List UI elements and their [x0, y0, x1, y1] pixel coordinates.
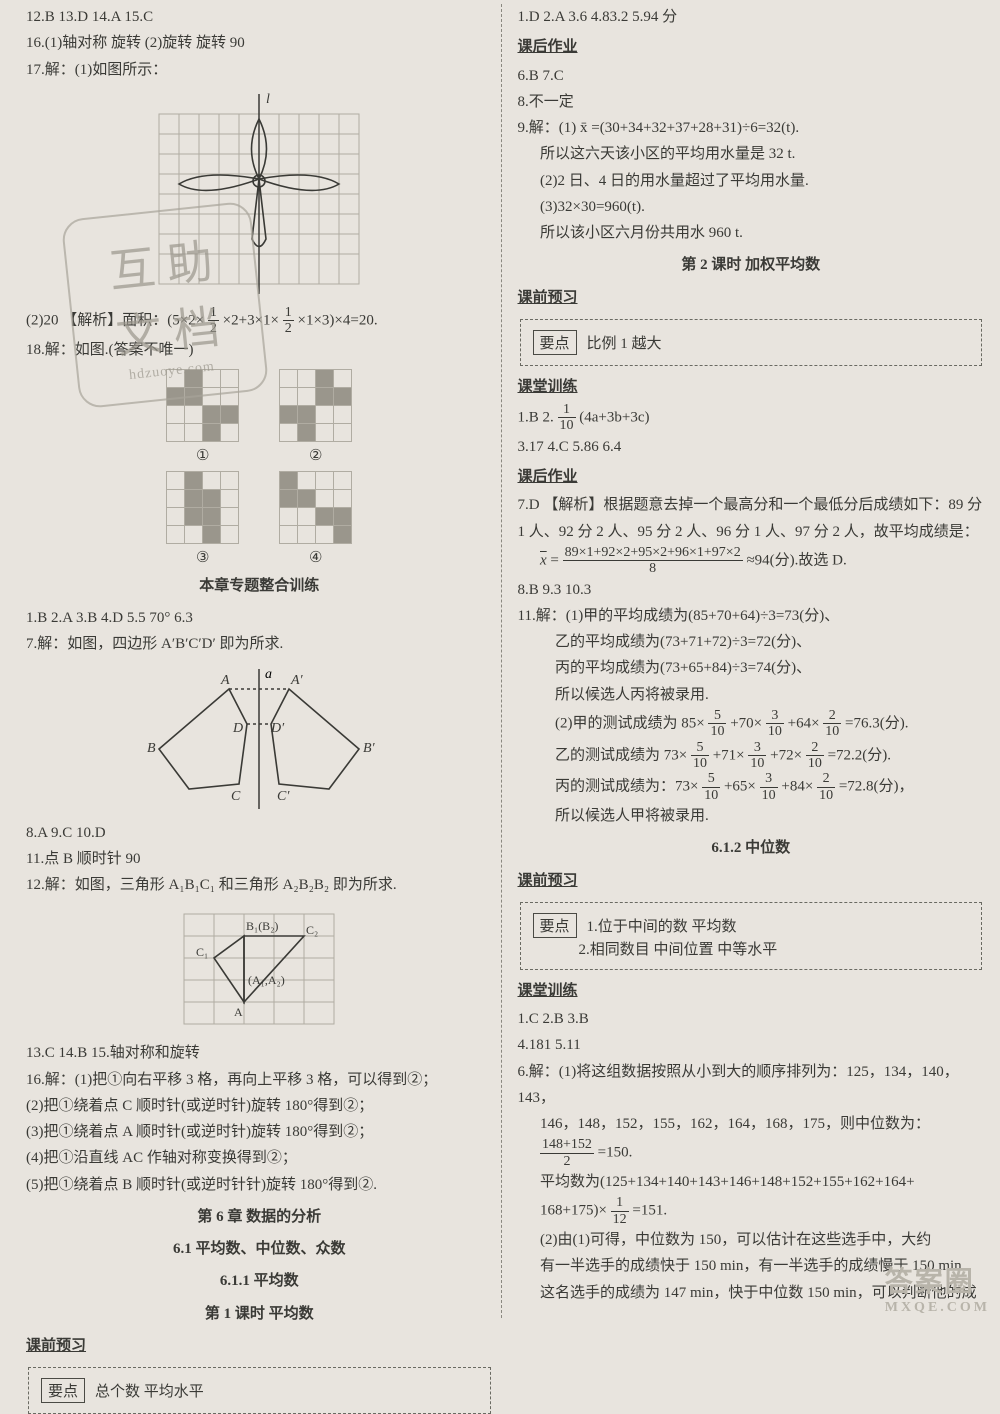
rb11a: 11.解：(1)甲的平均成绩为(85+70+64)÷3=73(分)、 — [518, 603, 985, 629]
r-top: 1.D 2.A 3.6 4.83.2 5.94 分 — [518, 4, 985, 30]
line-16: 16.(1)轴对称 旋转 (2)旋转 旋转 90 — [26, 30, 493, 56]
rb1: 1.B 2. 110 (4a+3b+3c) — [518, 402, 985, 434]
line-16-2a: 16.解：(1)把①向右平移 3 格，再向上平移 3 格，可以得到②； — [26, 1067, 493, 1093]
svg-text:B: B — [147, 741, 156, 756]
svg-text:A: A — [234, 1005, 243, 1019]
line-16-2e: (5)把①绕着点 B 顺时针(或逆时针针)旋转 180°得到②. — [26, 1172, 493, 1198]
r6: 6.B 7.C — [518, 63, 985, 89]
figure-7: a A A′ B B′ C C′ D D′ — [129, 664, 389, 814]
rb11f: 乙的测试成绩为 73× 510 +71× 310 +72× 210 =72.2(… — [518, 740, 985, 772]
rb7f: x = 89×1+92×2+95×2+96×1+97×28 ≈94(分).故选 … — [518, 545, 985, 577]
ktxl2-r: 课堂训练 — [518, 978, 985, 1004]
r9a: 9.解：(1) x̄ =(30+34+32+37+28+31)÷6=32(t). — [518, 115, 985, 141]
svg-text:l: l — [266, 92, 270, 107]
rc6b: 146，148，152，155，162，164，168，175，则中位数为： 1… — [518, 1111, 985, 1169]
s2-title: 第 2 课时 加权平均数 — [518, 252, 985, 278]
figure-18-row2: ③ ④ — [26, 471, 493, 567]
r9d: (3)32×30=960(t). — [518, 194, 985, 220]
figure-12: B₁(B₂) C₂ C₁ (A₁,A₂) A — [174, 904, 344, 1034]
line-17: 17.解：(1)如图所示： — [26, 57, 493, 83]
svg-text:C₂: C₂ — [306, 923, 318, 937]
rb11e: (2)甲的测试成绩为 85× 510 +70× 310 +64× 210 =76… — [518, 708, 985, 740]
rc6d: 168+175)× 112 =151. — [518, 1195, 985, 1227]
rc6a: 6.解：(1)将这组数据按照从小到大的顺序排列为：125，134，140，143… — [518, 1059, 985, 1112]
left-column: 12.B 13.D 14.A 15.C 16.(1)轴对称 旋转 (2)旋转 旋… — [18, 4, 502, 1318]
svg-text:D′: D′ — [270, 721, 285, 736]
s611-1-title: 第 1 课时 平均数 — [26, 1301, 493, 1327]
line-16-2b: (2)把①绕着点 C 顺时针(或逆时针)旋转 180°得到②； — [26, 1093, 493, 1119]
svg-text:B₁(B₂): B₁(B₂) — [246, 919, 278, 933]
svg-text:C₁: C₁ — [196, 945, 208, 959]
rc4: 4.181 5.11 — [518, 1032, 985, 1058]
watermark-corner: 答案圈 MXQE.COM — [885, 1260, 990, 1316]
line-7: 7.解：如图，四边形 A′B′C′D′ 即为所求. — [26, 631, 493, 657]
line-16-2c: (3)把①绕着点 A 顺时针(或逆时针)旋转 180°得到②； — [26, 1119, 493, 1145]
mix-answers: 1.B 2.A 3.B 4.D 5.5 70° 6.3 — [26, 605, 493, 631]
right-column: 1.D 2.A 3.6 4.83.2 5.94 分 课后作业 6.B 7.C 8… — [502, 4, 993, 1318]
line-8-10: 8.A 9.C 10.D — [26, 820, 493, 846]
chapter-mix-title: 本章专题整合训练 — [26, 573, 493, 599]
rb8: 8.B 9.3 10.3 — [518, 577, 985, 603]
rb7: 7.D 【解析】根据题意去掉一个最高分和一个最低分后成绩如下：89 分 1 人、… — [518, 492, 985, 545]
line-12: 12.解：如图，三角形 A₁B₁C₁ 和三角形 A₂B₂B₂ 即为所求. — [26, 872, 493, 898]
rb11d: 所以候选人丙将被录用. — [518, 682, 985, 708]
khzy2-r: 课后作业 — [518, 464, 985, 490]
line-13-15: 13.C 14.B 15.轴对称和旋转 — [26, 1040, 493, 1066]
keybox-left: 要点总个数 平均水平 — [28, 1367, 491, 1414]
rb11g: 丙的测试成绩为：73× 510 +65× 310 +84× 210 =72.8(… — [518, 771, 985, 803]
svg-text:A′: A′ — [290, 673, 304, 688]
rb11b: 乙的平均成绩为(73+71+72)÷3=72(分)、 — [518, 629, 985, 655]
s61-title: 6.1 平均数、中位数、众数 — [26, 1236, 493, 1262]
svg-text:a: a — [265, 667, 272, 682]
line-11: 11.点 B 顺时针 90 — [26, 846, 493, 872]
r8: 8.不一定 — [518, 89, 985, 115]
ktxl-r: 课堂训练 — [518, 374, 985, 400]
r9e: 所以该小区六月份共用水 960 t. — [518, 220, 985, 246]
keybox-r1: 要点比例 1 越大 — [520, 319, 983, 366]
svg-text:(A₁,A₂): (A₁,A₂) — [248, 973, 285, 987]
rc6c: 平均数为(125+134+140+143+146+148+152+155+162… — [518, 1169, 985, 1195]
ans-12-15: 12.B 13.D 14.A 15.C — [26, 4, 493, 30]
s612-title: 6.1.2 中位数 — [518, 835, 985, 861]
rb11c: 丙的平均成绩为(73+65+84)÷3=74(分)、 — [518, 655, 985, 681]
keybox-r2: 要点1.位于中间的数 平均数 2.相同数目 中间位置 中等水平 — [520, 902, 983, 970]
svg-text:C′: C′ — [277, 789, 290, 804]
s611-title: 6.1.1 平均数 — [26, 1268, 493, 1294]
rc6e: (2)由(1)可得，中位数为 150，可以估计在这些选手中，大约 — [518, 1227, 985, 1253]
svg-text:D: D — [232, 721, 243, 736]
rc1: 1.C 2.B 3.B — [518, 1006, 985, 1032]
svg-text:C: C — [231, 789, 241, 804]
kqyx-r: 课前预习 — [518, 285, 985, 311]
khzy-r: 课后作业 — [518, 34, 985, 60]
r9b: 所以这六天该小区的平均用水量是 32 t. — [518, 141, 985, 167]
watermark-stamp: 互 助 文 档 hdzuoye.com — [61, 201, 270, 410]
page-root: 12.B 13.D 14.A 15.C 16.(1)轴对称 旋转 (2)旋转 旋… — [0, 0, 1000, 1326]
r9c: (2)2 日、4 日的用水量超过了平均用水量. — [518, 168, 985, 194]
kqyx-l: 课前预习 — [26, 1333, 493, 1359]
rb11h: 所以候选人甲将被录用. — [518, 803, 985, 829]
rb3: 3.17 4.C 5.86 6.4 — [518, 434, 985, 460]
svg-text:A: A — [220, 673, 230, 688]
svg-text:B′: B′ — [363, 741, 376, 756]
ch6-title: 第 6 章 数据的分析 — [26, 1204, 493, 1230]
line-16-2d: (4)把①沿直线 AC 作轴对称变换得到②； — [26, 1145, 493, 1171]
kqyx2-r: 课前预习 — [518, 868, 985, 894]
